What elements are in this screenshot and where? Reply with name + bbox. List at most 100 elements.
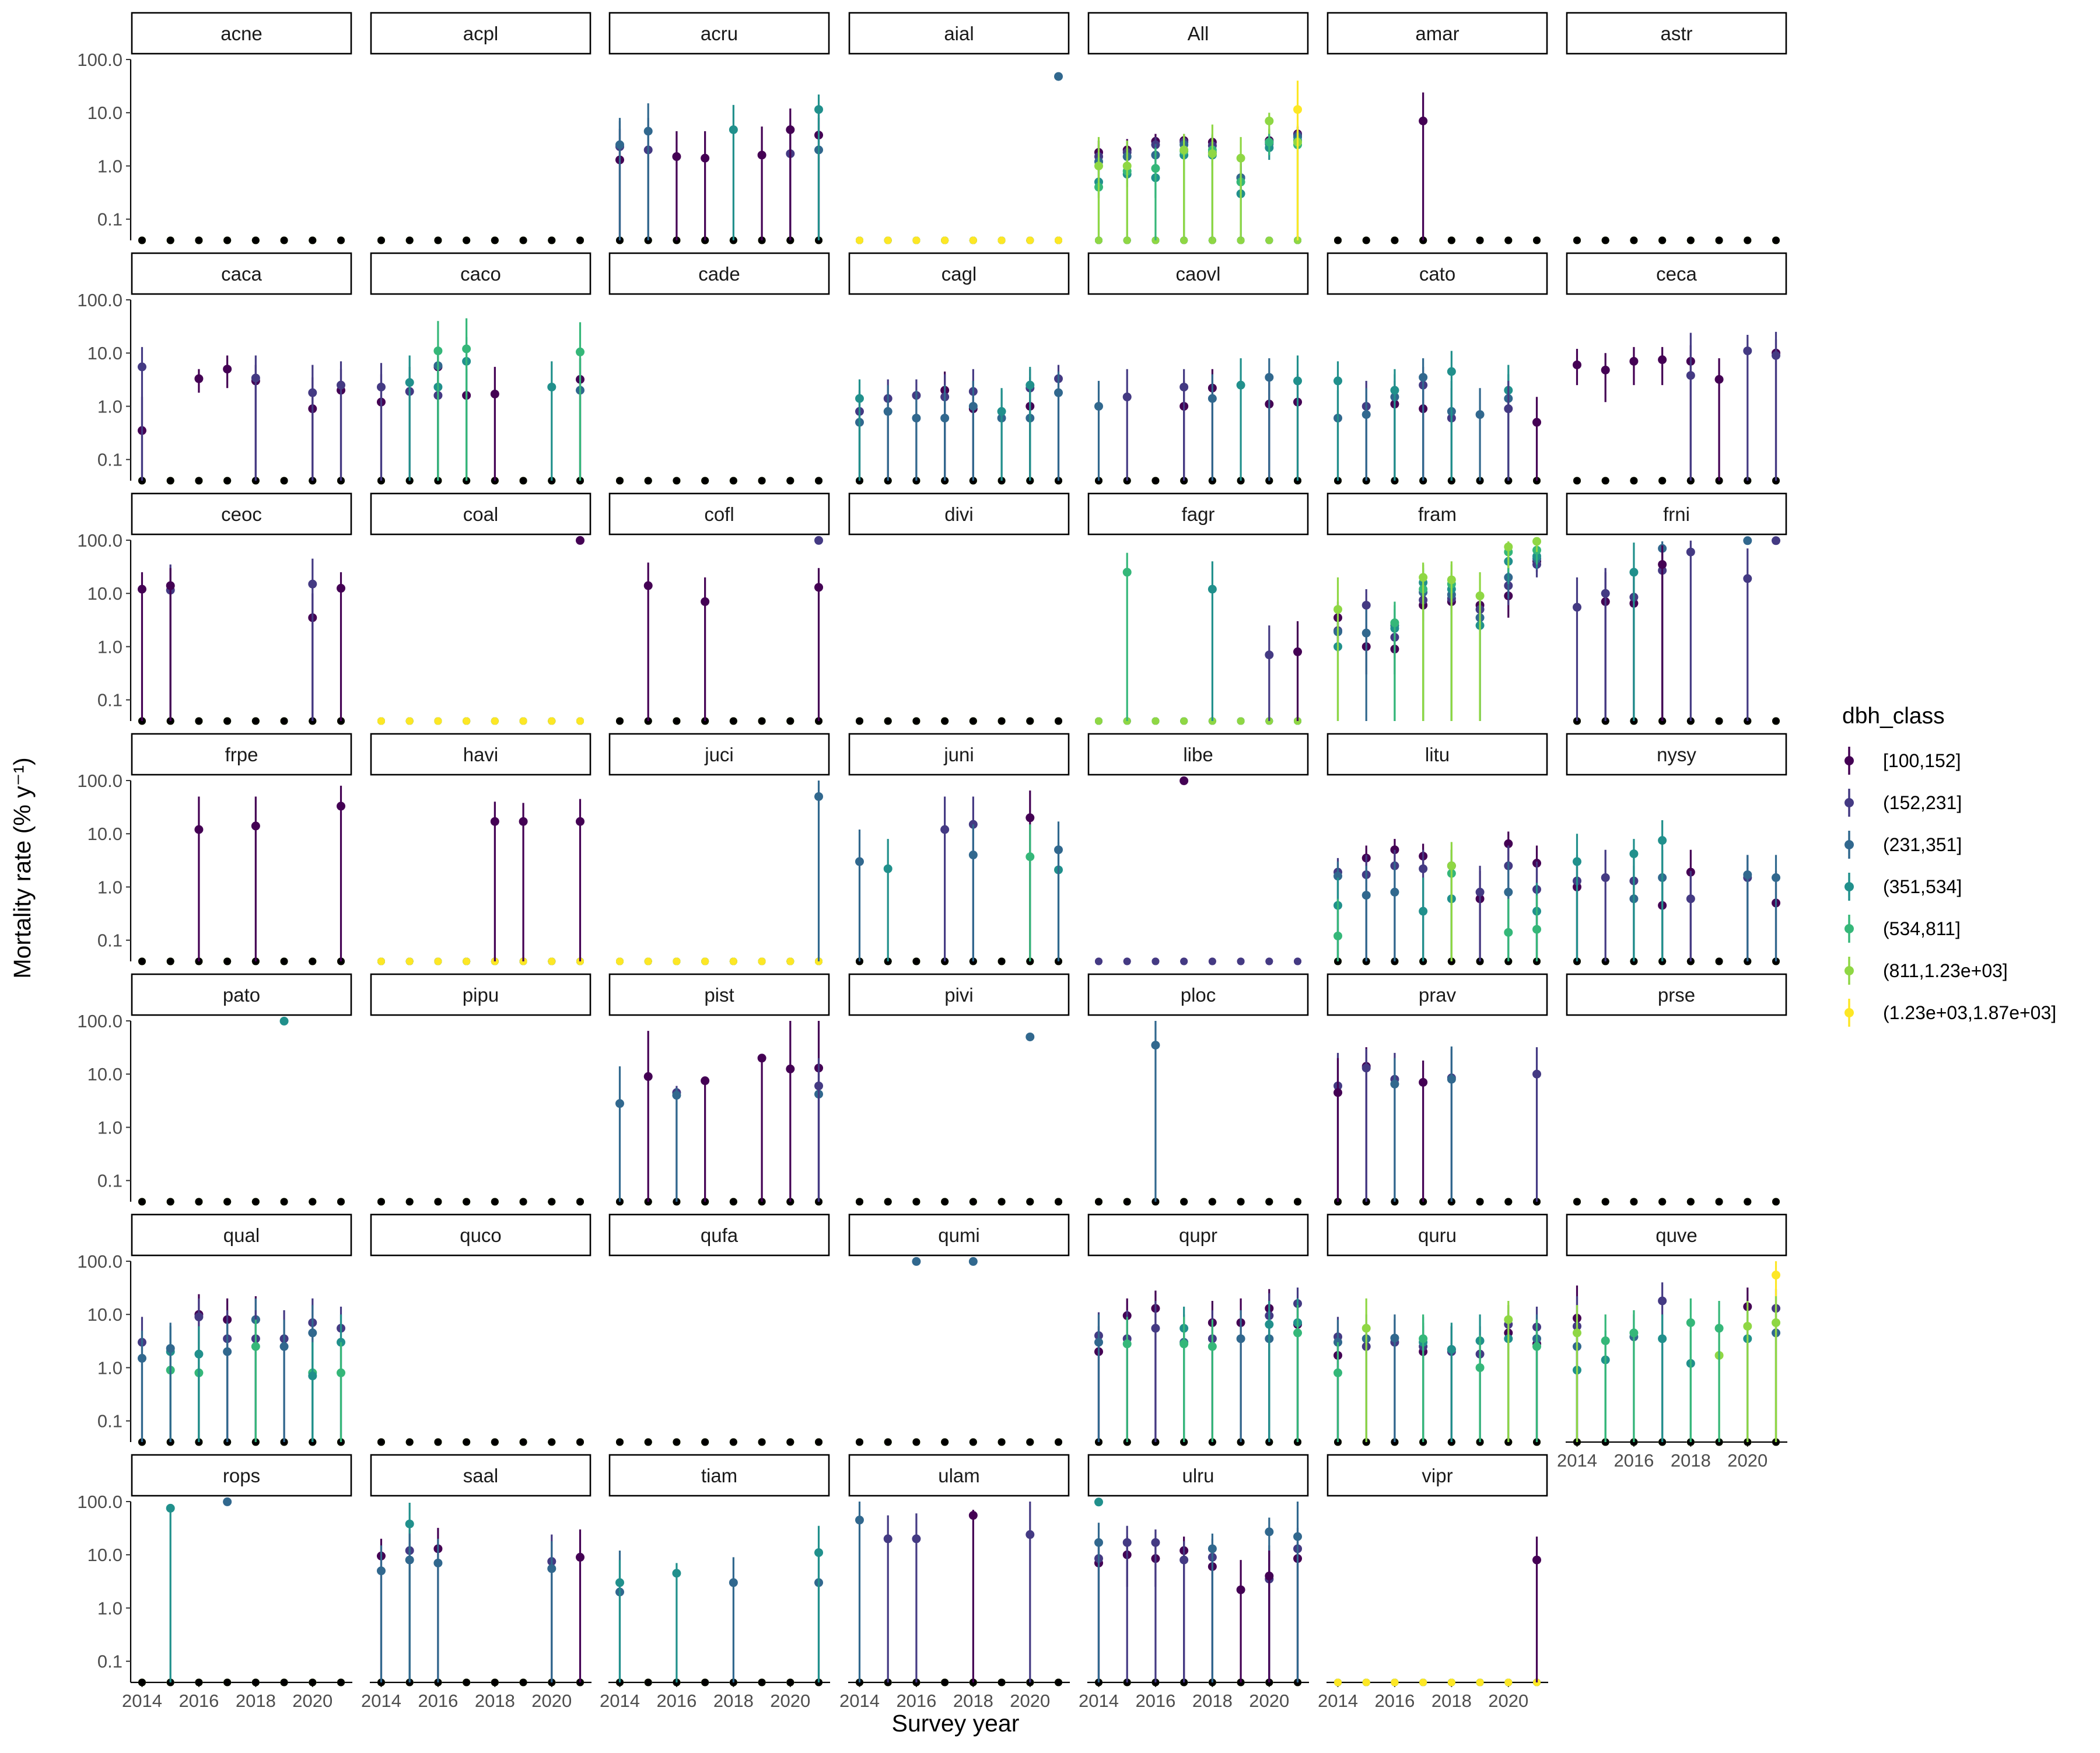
facet-panel-caca: caca 0.1 1.0 10.0 100.0 bbox=[77, 252, 352, 485]
facet-strip bbox=[1326, 492, 1548, 536]
data-point bbox=[1390, 386, 1399, 395]
x-tick-label: 2016 bbox=[656, 1691, 696, 1711]
data-point bbox=[1504, 542, 1513, 551]
facet-panel-All: All bbox=[1087, 12, 1309, 244]
zero-point bbox=[166, 957, 174, 965]
y-tick-label: 100.0 bbox=[77, 771, 123, 791]
data-point bbox=[855, 857, 864, 866]
data-point bbox=[1094, 161, 1103, 170]
y-tick-label: 100.0 bbox=[77, 290, 123, 310]
y-tick-label: 0.1 bbox=[97, 1171, 123, 1191]
zero-point bbox=[1026, 1198, 1034, 1206]
data-point bbox=[701, 597, 710, 606]
zero-point bbox=[1094, 717, 1102, 725]
facet-panel-saal: saal 2014 2016 2018 2020 bbox=[361, 1454, 592, 1711]
zero-point bbox=[1237, 957, 1245, 965]
zero-point bbox=[1123, 1198, 1131, 1206]
zero-point bbox=[576, 236, 584, 244]
x-tick-label: 2014 bbox=[1079, 1691, 1119, 1711]
data-point bbox=[1362, 1324, 1371, 1333]
zero-point bbox=[138, 236, 146, 244]
legend-key-point bbox=[1845, 882, 1854, 891]
data-point bbox=[1475, 410, 1485, 419]
zero-point bbox=[855, 717, 863, 725]
data-point bbox=[1122, 1538, 1132, 1547]
zero-point bbox=[941, 1198, 949, 1206]
data-point bbox=[1419, 864, 1428, 873]
facet-strip bbox=[1566, 1213, 1787, 1257]
zero-point bbox=[758, 717, 766, 725]
data-point bbox=[1629, 849, 1639, 859]
y-tick-label: 1.0 bbox=[97, 636, 123, 657]
data-point bbox=[1504, 1315, 1513, 1324]
zero-point bbox=[1055, 1678, 1063, 1686]
facet-strip-label: cofl bbox=[704, 503, 734, 525]
data-point bbox=[433, 346, 443, 355]
facet-panel-havi: havi bbox=[370, 733, 592, 965]
zero-point bbox=[280, 477, 288, 485]
data-point bbox=[1686, 371, 1695, 380]
facet-panel-quru: quru bbox=[1326, 1213, 1548, 1446]
data-point bbox=[1180, 382, 1189, 391]
data-point bbox=[883, 1534, 892, 1544]
zero-point bbox=[1476, 1678, 1484, 1686]
zero-point bbox=[1630, 1198, 1638, 1206]
data-point bbox=[576, 536, 585, 545]
zero-point bbox=[463, 1198, 471, 1206]
data-point bbox=[1208, 1342, 1217, 1351]
data-point bbox=[1122, 568, 1132, 577]
facet-strip bbox=[370, 1213, 592, 1257]
facet-strip bbox=[1326, 733, 1548, 776]
zero-point bbox=[912, 1198, 921, 1206]
zero-point bbox=[1630, 477, 1638, 485]
data-point bbox=[1572, 1328, 1581, 1338]
facet-strip bbox=[370, 733, 592, 776]
data-point bbox=[1686, 547, 1695, 557]
y-tick-label: 100.0 bbox=[77, 50, 123, 70]
zero-point bbox=[969, 1438, 977, 1446]
zero-point bbox=[519, 1678, 527, 1686]
facet-strip bbox=[370, 492, 592, 536]
facet-strip-label: amar bbox=[1415, 23, 1459, 44]
facet-panel-amar: amar bbox=[1326, 12, 1548, 244]
facet-strip bbox=[608, 733, 830, 776]
zero-point bbox=[223, 477, 232, 485]
facet-strip bbox=[1566, 252, 1787, 295]
facet-panel-rops: rops 0.1 1.0 10.0 100.0 2014 2016 2018 2020 bbox=[77, 1454, 352, 1711]
data-point bbox=[1362, 410, 1371, 419]
facet-strip bbox=[1566, 492, 1787, 536]
data-point bbox=[1447, 861, 1456, 870]
data-point bbox=[701, 1076, 710, 1086]
facet-panel-frni: frni bbox=[1566, 492, 1787, 725]
data-point bbox=[251, 373, 260, 383]
data-point bbox=[1743, 1321, 1752, 1331]
facet-strip-label: coal bbox=[463, 503, 499, 525]
data-point bbox=[672, 1091, 681, 1100]
data-point bbox=[1094, 1497, 1103, 1507]
data-point bbox=[223, 1497, 232, 1506]
data-point bbox=[814, 1081, 824, 1090]
data-point bbox=[1419, 116, 1428, 125]
facet-strip bbox=[1326, 12, 1548, 55]
data-point bbox=[137, 362, 146, 372]
zero-point bbox=[729, 717, 737, 725]
data-point bbox=[1094, 1338, 1103, 1347]
data-point bbox=[1265, 1527, 1274, 1537]
data-point bbox=[1601, 1336, 1610, 1345]
y-tick-label: 1.0 bbox=[97, 1598, 123, 1618]
x-tick-label: 2014 bbox=[839, 1691, 880, 1711]
facet-strip-label: acpl bbox=[463, 23, 499, 44]
data-point bbox=[1658, 836, 1667, 845]
facet-strip-label: acru bbox=[701, 23, 738, 44]
data-point bbox=[1333, 376, 1342, 386]
zero-point bbox=[491, 1198, 499, 1206]
x-tick-label: 2018 bbox=[1671, 1450, 1711, 1471]
zero-point bbox=[223, 1678, 232, 1686]
facet-strip-label: quve bbox=[1656, 1224, 1698, 1246]
facet-panel-litu: litu bbox=[1326, 733, 1548, 965]
legend-label: (534,811] bbox=[1883, 918, 1961, 939]
y-tick-label: 10.0 bbox=[88, 103, 123, 123]
data-point bbox=[1293, 105, 1303, 114]
data-point bbox=[1447, 575, 1456, 585]
